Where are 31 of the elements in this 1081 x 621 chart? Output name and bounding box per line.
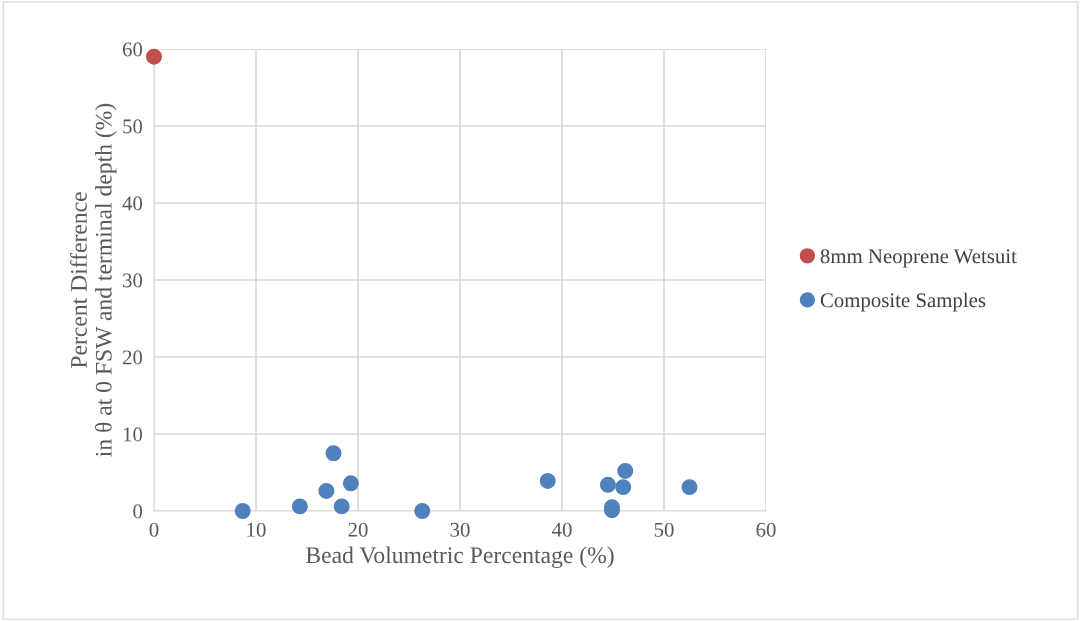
point <box>333 498 350 515</box>
point <box>539 472 556 489</box>
y-tick-label: 40 <box>122 196 143 211</box>
y-axis-title: Percent Difference in θ at 0 FSW and terminal depth (%) <box>70 103 117 457</box>
point <box>615 479 632 496</box>
x-tick-label: 50 <box>654 522 674 537</box>
y-tick-label: 20 <box>122 350 143 365</box>
x-tick-label: 20 <box>348 522 368 537</box>
point <box>342 475 359 492</box>
y-tick-label: 0 <box>133 504 143 519</box>
point <box>599 476 616 493</box>
point <box>291 498 308 515</box>
y-tick-label: 30 <box>123 273 143 288</box>
x-tick-label: 60 <box>756 522 776 537</box>
point <box>234 503 251 519</box>
point <box>146 48 162 65</box>
y-tick-label: 50 <box>123 119 143 134</box>
y-tick-label: 10 <box>123 427 143 442</box>
point <box>414 503 431 519</box>
x-tick-label: 40 <box>551 522 572 537</box>
point <box>617 462 634 479</box>
point <box>318 483 335 499</box>
x-tick-label: 0 <box>149 522 159 537</box>
legend-label: Composite Samples <box>820 292 986 312</box>
x-tick-label: 30 <box>450 522 470 537</box>
point <box>681 479 698 496</box>
legend-label: 8mm Neoprene Wetsuit <box>820 249 1017 268</box>
x-tick-label: 10 <box>247 522 266 537</box>
point <box>325 445 342 462</box>
y-tick-label: 60 <box>122 42 143 57</box>
x-axis-title: Bead Volumetric Percentage (%) <box>306 546 614 569</box>
